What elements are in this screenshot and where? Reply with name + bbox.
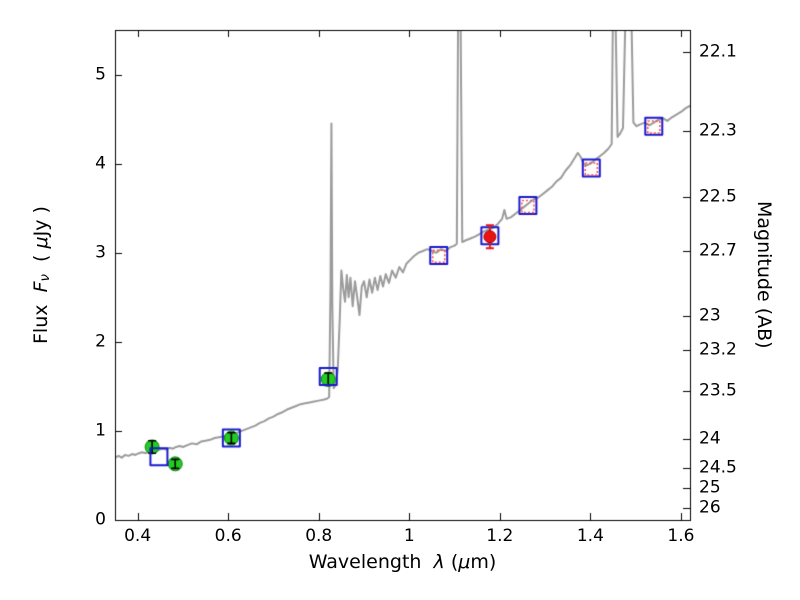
flux-tick-label-4: 4: [95, 153, 106, 174]
x-tick-label-1.2: 1.2: [486, 526, 514, 546]
flux-unit-open: (: [30, 248, 52, 262]
flux-symbol-subscript: ν: [37, 274, 53, 282]
magnitude-tick-label-25: 25: [699, 477, 721, 498]
magnitude-tick-label-26: 26: [699, 497, 721, 518]
magnitude-tick-label-22.3: 22.3: [699, 120, 737, 141]
x-axis-label-text: Wavelength: [308, 551, 422, 573]
flux-tick-label-2: 2: [95, 331, 106, 352]
flux-tick-label-5: 5: [95, 64, 106, 85]
mu-symbol: μ: [458, 551, 471, 573]
flux-unit-close: Jy ): [30, 206, 52, 237]
x-tick-label-0.6: 0.6: [214, 526, 242, 546]
magnitude-tick-label-23.2: 23.2: [699, 339, 737, 360]
right-y-axis-label: Magnitude (AB): [753, 30, 775, 520]
magnitude-tick-label-24.5: 24.5: [699, 457, 737, 478]
magnitude-tick-label-23.5: 23.5: [699, 380, 737, 401]
magnitude-tick-label-22.1: 22.1: [699, 41, 737, 62]
lambda-symbol: λ: [433, 551, 445, 573]
flux-symbol: F: [30, 281, 52, 293]
x-tick-label-1.4: 1.4: [576, 526, 604, 546]
x-tick-label-0.4: 0.4: [124, 526, 152, 546]
left-y-axis-label: Flux Fν ( μJy ): [30, 30, 53, 520]
magnitude-tick-label-22.7: 22.7: [699, 240, 737, 261]
flux-label-text: Flux: [30, 304, 52, 344]
x-tick-label-1.6: 1.6: [667, 526, 695, 546]
magnitude-tick-label-23: 23: [699, 305, 721, 326]
x-axis-unit-open: (: [450, 551, 459, 573]
flux-tick-label-0: 0: [95, 509, 106, 530]
x-tick-label-1: 1: [403, 526, 415, 546]
flux-unit-mu: μ: [30, 236, 52, 249]
flux-tick-label-1: 1: [95, 420, 106, 441]
x-axis-unit-close: m): [470, 551, 497, 573]
magnitude-label-text: Magnitude (AB): [753, 201, 775, 349]
x-axis-label: Wavelength λ (μm): [115, 551, 690, 573]
flux-tick-label-3: 3: [95, 242, 106, 263]
magnitude-tick-label-24: 24: [699, 428, 721, 449]
x-tick-label-0.8: 0.8: [305, 526, 333, 546]
magnitude-tick-label-22.5: 22.5: [699, 186, 737, 207]
